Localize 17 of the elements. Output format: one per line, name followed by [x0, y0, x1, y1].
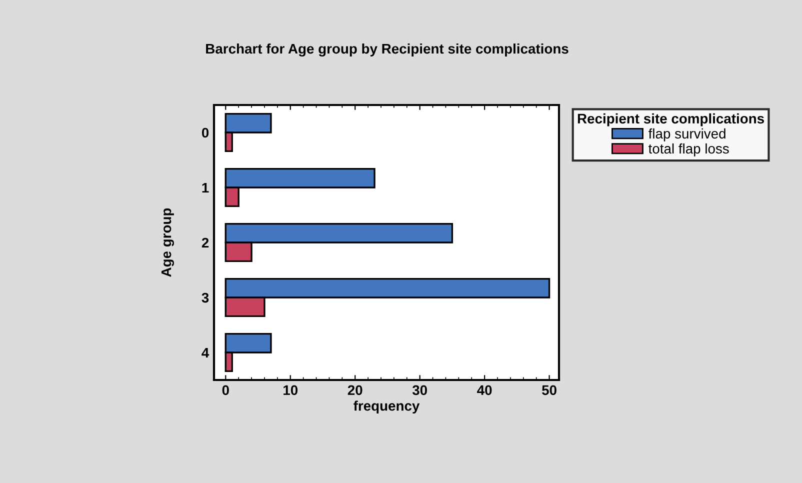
- y-axis-title: Age group: [162, 208, 174, 277]
- x-tick-label: 20: [348, 385, 362, 396]
- y-tick-label: 0: [202, 128, 209, 138]
- x-tick-label: 40: [477, 385, 492, 396]
- legend-label: flap survived: [648, 128, 726, 142]
- y-tick-label: 3: [202, 292, 209, 303]
- x-tick-label: 0: [222, 385, 229, 396]
- x-tick-label: 50: [542, 385, 556, 396]
- legend-label: total flap loss: [648, 143, 729, 156]
- y-tick-label: 2: [202, 238, 209, 248]
- chart-title: Barchart for Age group by Recipient site complications: [206, 43, 568, 57]
- y-tick-label: 4: [202, 348, 210, 358]
- x-tick-label: 30: [412, 385, 427, 396]
- legend-title: Recipient site complications: [578, 113, 764, 126]
- y-tick-label: 1: [202, 182, 209, 193]
- x-tick-label: 10: [284, 385, 298, 396]
- x-axis-title: frequency: [354, 400, 420, 414]
